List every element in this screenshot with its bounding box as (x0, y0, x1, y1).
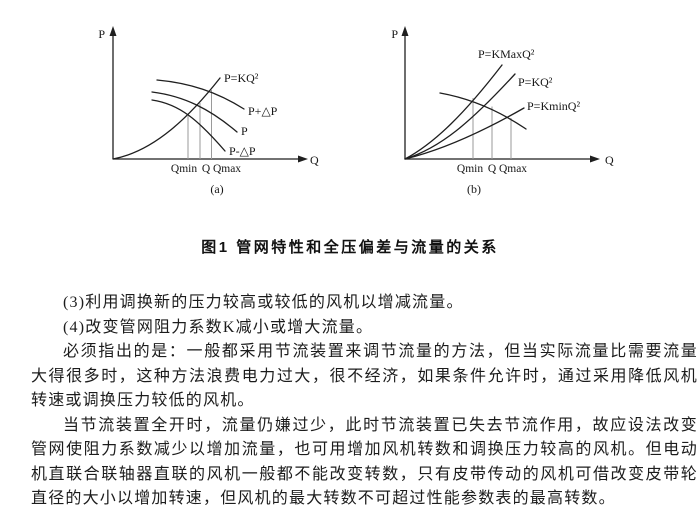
fan-curve-p (151, 91, 238, 133)
paragraph-damper-open: 当节流装置全开时，流量仍嫌过少，此时节流装置已失去节流作用，故应设法改变管网使阻… (31, 416, 698, 508)
fan-curve-chart-a: P Q P=KQ² P+△P P P-△P Qmin Q Qmax (a) (98, 26, 319, 196)
x-axis-arrow-icon (590, 155, 600, 163)
fan-minus-label: P-△P (229, 144, 256, 158)
x-axis-label: Q (310, 153, 319, 167)
fan-curve-p-minus (151, 99, 226, 152)
x-axis-label: Q (605, 153, 614, 167)
tick-qmax: Qmax (499, 163, 527, 175)
tick-qmin: Qmin (171, 163, 197, 175)
paragraph-item-3: (3)利用调换新的压力较高或较低的风机以增减流量。 (63, 294, 464, 311)
x-axis-arrow-icon (298, 155, 308, 163)
y-axis-label: P (98, 27, 105, 41)
panel-tag-b: (b) (467, 182, 481, 196)
fan-label: P (241, 124, 248, 138)
fan-curve-p-plus (156, 79, 245, 110)
fan-curve-chart-b: P Q P=KMaxQ² P=KQ² P=KminQ² Qmin Q Qmax … (391, 26, 614, 196)
system-curve-kmax (404, 64, 503, 160)
fan-curve (439, 92, 527, 130)
article-text: (3)利用调换新的压力较高或较低的风机以增减流量。 (4)改变管网阻力系数K减小… (31, 291, 698, 512)
kmax-curve-label: P=KMaxQ² (478, 47, 535, 61)
figure-caption: 图1 管网特性和全压偏差与流量的关系 (201, 239, 499, 256)
panel-tag-a: (a) (210, 182, 223, 196)
y-axis-label: P (391, 27, 398, 41)
system-curve-k (404, 73, 516, 160)
tick-qmax: Qmax (213, 163, 241, 175)
k-curve-label: P=KQ² (518, 75, 553, 89)
paragraph-item-4: (4)改变管网阻力系数K减小或增大流量。 (63, 318, 374, 336)
figure-panel-b: P Q P=KMaxQ² P=KQ² P=KminQ² Qmin Q Qmax … (370, 8, 670, 213)
kmin-curve-label: P=KminQ² (527, 99, 580, 113)
y-axis-arrow-icon (401, 26, 409, 36)
system-resistance-curve (112, 77, 221, 160)
tick-q: Q (202, 163, 211, 175)
paragraph-note-throttling: 必须指出的是：一般都采用节流装置来调节流量的方法，但当实际流量比需要流量大得很多… (31, 343, 698, 409)
tick-q: Q (488, 163, 497, 175)
y-axis-arrow-icon (109, 26, 117, 36)
system-curve-label: P=KQ² (224, 71, 259, 85)
fan-plus-label: P+△P (248, 104, 278, 118)
tick-qmin: Qmin (457, 163, 483, 175)
system-curve-kmin (404, 107, 525, 160)
figure-panel-a: P Q P=KQ² P+△P P P-△P Qmin Q Qmax (a) (60, 8, 360, 213)
